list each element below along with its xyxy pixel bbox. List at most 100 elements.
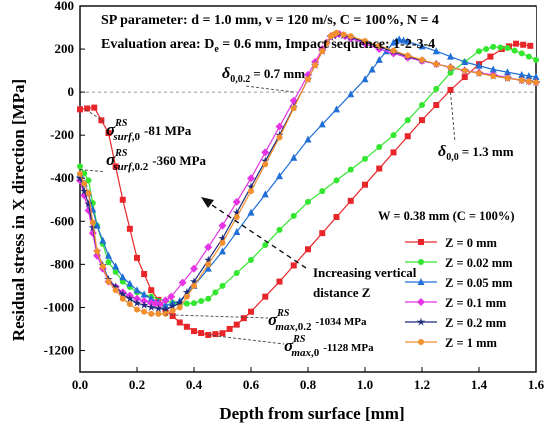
data-point xyxy=(347,90,355,98)
data-point xyxy=(333,177,340,184)
data-point xyxy=(139,300,149,309)
data-point xyxy=(77,170,83,177)
legend-title: W = 0.38 mm (C = 100%) xyxy=(378,209,515,223)
data-point xyxy=(226,325,233,332)
data-point xyxy=(119,295,126,302)
sigma-surf-0-label: σRS surf,0 -81 MPa xyxy=(106,118,192,143)
delta-0-label: δ0,0 = 1.3 mm xyxy=(438,143,514,163)
data-point xyxy=(176,304,183,311)
data-point xyxy=(518,50,525,57)
data-point xyxy=(81,180,88,187)
data-point xyxy=(119,273,127,281)
data-point xyxy=(276,226,283,233)
data-point xyxy=(433,61,440,68)
data-point xyxy=(105,278,112,285)
delta0-leader xyxy=(450,92,456,143)
y-tick-label: -800 xyxy=(50,256,74,271)
data-point xyxy=(418,42,426,50)
data-point xyxy=(262,161,269,168)
data-point xyxy=(333,213,340,220)
data-point xyxy=(148,310,155,317)
data-point xyxy=(290,105,297,112)
data-point xyxy=(487,53,494,60)
data-point xyxy=(525,78,532,85)
legend-swatch-marker xyxy=(417,298,425,306)
data-point xyxy=(233,213,240,220)
y-tick-label: 0 xyxy=(68,84,75,99)
data-point xyxy=(112,262,120,270)
data-point xyxy=(323,40,330,47)
axis-ticks: 0.0 0.2 0.4 0.6 0.8 1.0 1.2 1.4 1.6 400 200 0 -200 -4… xyxy=(44,0,545,392)
sigma-surf-02-label: σRS surf,0.2 -360 MPa xyxy=(106,148,207,173)
data-point xyxy=(247,208,255,216)
data-point xyxy=(189,277,199,286)
data-point xyxy=(533,79,539,86)
data-point xyxy=(340,31,347,38)
y-tick-label: 400 xyxy=(55,0,75,13)
data-point xyxy=(504,75,511,82)
data-point xyxy=(276,134,283,141)
series-line xyxy=(79,43,531,336)
data-point xyxy=(461,57,469,65)
delta-02-label: δ0,0.2 = 0.7 mm xyxy=(222,65,305,85)
data-point xyxy=(161,296,170,305)
data-point xyxy=(419,102,425,109)
data-point xyxy=(212,331,219,338)
data-point xyxy=(147,294,155,302)
data-point xyxy=(140,290,148,298)
increasing-z-arrow-line xyxy=(205,200,307,269)
data-point xyxy=(319,48,326,55)
data-point xyxy=(404,133,411,140)
data-point xyxy=(126,225,133,232)
data-point xyxy=(112,163,119,170)
data-point xyxy=(362,155,368,162)
data-point xyxy=(433,85,440,92)
x-tick-label: 1.6 xyxy=(528,377,545,392)
data-point xyxy=(395,35,403,43)
data-point xyxy=(99,263,106,270)
data-point xyxy=(347,33,354,40)
data-point xyxy=(89,219,96,226)
data-point xyxy=(167,292,176,301)
data-point xyxy=(476,70,482,77)
y-tick-label: 200 xyxy=(55,41,75,56)
data-point xyxy=(461,74,468,81)
data-point xyxy=(490,72,497,79)
x-tick-label: 0.4 xyxy=(186,377,203,392)
data-point xyxy=(447,52,454,60)
data-point xyxy=(198,330,205,337)
legend: Z = 0 mm Z = 0.02 mm Z = 0.05 mm Z = 0.1 mm… xyxy=(405,236,513,350)
x-tick-label: 1.2 xyxy=(414,377,430,392)
data-point xyxy=(525,71,533,79)
data-point xyxy=(318,120,326,128)
data-point xyxy=(99,236,107,244)
data-point xyxy=(361,75,369,83)
data-point xyxy=(148,287,155,294)
data-point xyxy=(141,271,148,278)
surf0-leader xyxy=(85,109,105,122)
data-point xyxy=(504,44,511,51)
series-1 xyxy=(77,43,539,308)
data-point xyxy=(105,130,112,137)
data-point xyxy=(232,208,242,217)
data-point xyxy=(219,282,226,289)
data-point xyxy=(399,36,407,44)
series-5 xyxy=(77,29,539,317)
x-tick-label: 1.0 xyxy=(357,377,373,392)
data-point xyxy=(376,165,383,172)
data-point xyxy=(77,106,83,113)
data-point xyxy=(198,297,205,304)
info-line-2: Evaluation area: De = 0.6 mm, Impact seq… xyxy=(101,37,435,55)
data-point xyxy=(233,269,240,276)
data-point xyxy=(112,287,119,294)
info-line-1: SP parameter: d = 1.0 mm, v = 120 m/s, C… xyxy=(101,13,439,28)
data-point xyxy=(133,286,141,294)
legend-item-4: Z = 0.2 mm xyxy=(405,316,507,330)
data-point xyxy=(248,257,254,264)
data-point xyxy=(290,212,297,219)
data-point xyxy=(347,197,354,204)
data-point xyxy=(134,254,140,261)
data-point xyxy=(219,239,226,246)
data-point xyxy=(390,132,397,139)
